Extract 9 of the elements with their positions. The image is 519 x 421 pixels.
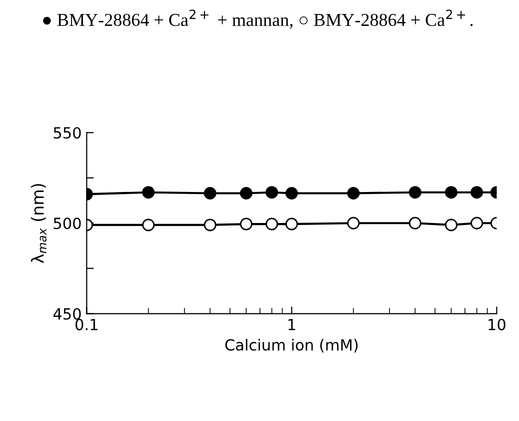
chart-title: ● BMY-28864 + Ca$^{2+}$ + mannan, ○ BMY-28864 + Ca$^{2+}$. bbox=[43, 10, 473, 29]
x-axis-title: Calcium ion (mM) bbox=[225, 338, 358, 352]
y-tick-label: 550 bbox=[54, 127, 81, 139]
y-tick-label: 450 bbox=[53, 308, 81, 320]
x-tick-label: 0.1 bbox=[76, 318, 98, 330]
y-tick-label: 500 bbox=[54, 218, 81, 230]
x-tick-label: 10 bbox=[488, 318, 506, 330]
y-axis-title: λ$_{max}$ (nm) bbox=[30, 184, 47, 264]
x-tick-label: 1 bbox=[288, 318, 296, 330]
